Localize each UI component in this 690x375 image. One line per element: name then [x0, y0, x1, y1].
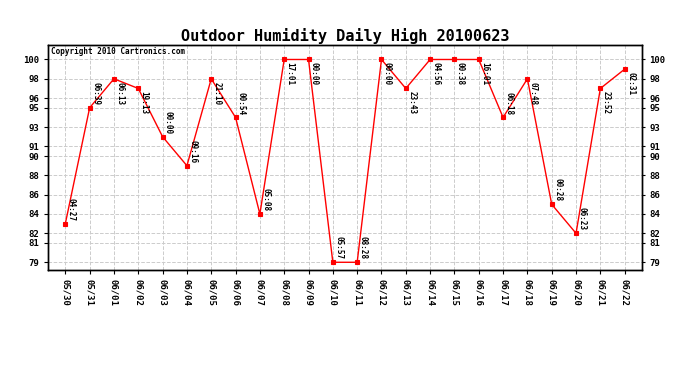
Text: 06:23: 06:23 — [578, 207, 586, 231]
Text: 16:01: 16:01 — [480, 62, 489, 86]
Text: 05:57: 05:57 — [334, 236, 343, 260]
Text: 04:56: 04:56 — [431, 62, 440, 86]
Text: 06:18: 06:18 — [504, 92, 513, 115]
Text: 02:31: 02:31 — [626, 72, 635, 95]
Text: 00:00: 00:00 — [164, 111, 173, 134]
Text: 07:48: 07:48 — [529, 82, 538, 105]
Text: 00:38: 00:38 — [456, 62, 465, 86]
Text: 19:13: 19:13 — [139, 91, 148, 114]
Text: Copyright 2010 Cartronics.com: Copyright 2010 Cartronics.com — [51, 47, 186, 56]
Text: 06:13: 06:13 — [115, 82, 124, 105]
Text: 09:16: 09:16 — [188, 140, 197, 163]
Text: 08:28: 08:28 — [359, 236, 368, 260]
Text: 00:00: 00:00 — [310, 62, 319, 86]
Text: 00:54: 00:54 — [237, 92, 246, 115]
Text: 06:39: 06:39 — [91, 82, 100, 105]
Text: 00:28: 00:28 — [553, 178, 562, 201]
Text: 05:08: 05:08 — [262, 188, 270, 211]
Text: 17:01: 17:01 — [286, 62, 295, 86]
Text: 04:27: 04:27 — [67, 198, 76, 221]
Text: 23:43: 23:43 — [407, 91, 416, 114]
Title: Outdoor Humidity Daily High 20100623: Outdoor Humidity Daily High 20100623 — [181, 28, 509, 44]
Text: 00:00: 00:00 — [383, 62, 392, 86]
Text: 23:52: 23:52 — [602, 91, 611, 114]
Text: 21:10: 21:10 — [213, 82, 221, 105]
